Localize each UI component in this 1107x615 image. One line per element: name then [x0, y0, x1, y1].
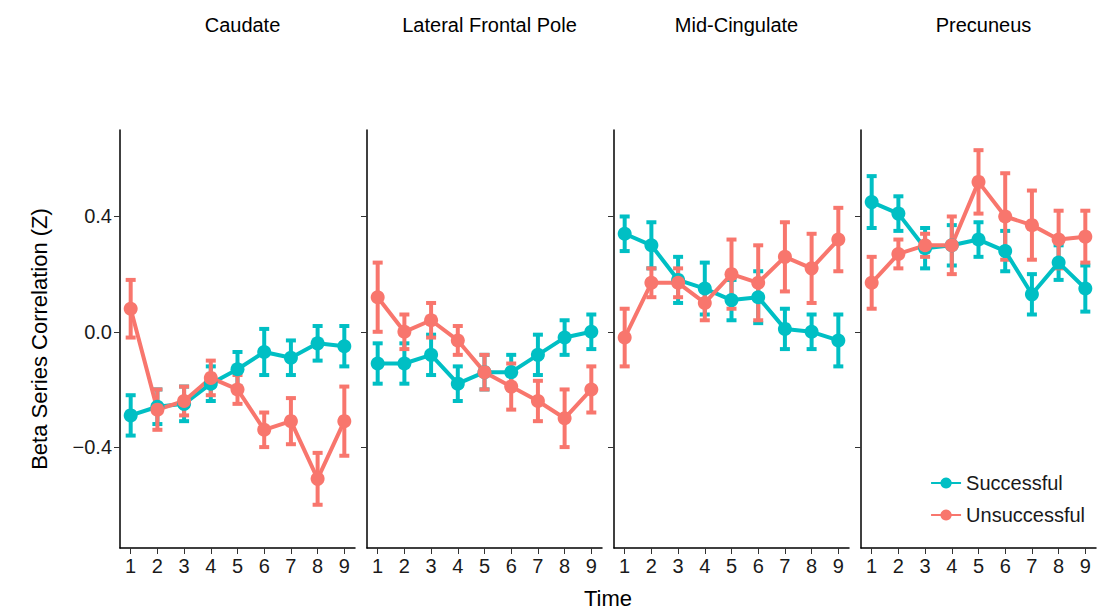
svg-text:6: 6 [506, 555, 517, 577]
svg-text:9: 9 [1080, 555, 1091, 577]
svg-text:5: 5 [973, 555, 984, 577]
svg-text:3: 3 [426, 555, 437, 577]
svg-text:3: 3 [673, 555, 684, 577]
svg-text:−0.4: −0.4 [73, 436, 112, 458]
svg-text:1: 1 [125, 555, 136, 577]
svg-text:0.0: 0.0 [84, 321, 112, 343]
svg-text:2: 2 [399, 555, 410, 577]
svg-text:9: 9 [833, 555, 844, 577]
svg-text:Caudate: Caudate [205, 14, 281, 36]
svg-text:3: 3 [179, 555, 190, 577]
svg-text:Beta Series Correlation (Z): Beta Series Correlation (Z) [27, 208, 52, 470]
svg-text:2: 2 [152, 555, 163, 577]
svg-text:7: 7 [1026, 555, 1037, 577]
svg-text:8: 8 [806, 555, 817, 577]
svg-text:Mid-Cingulate: Mid-Cingulate [675, 14, 798, 36]
svg-text:6: 6 [1000, 555, 1011, 577]
svg-text:8: 8 [1053, 555, 1064, 577]
svg-text:7: 7 [285, 555, 296, 577]
svg-text:8: 8 [559, 555, 570, 577]
svg-text:6: 6 [753, 555, 764, 577]
svg-text:2: 2 [646, 555, 657, 577]
svg-text:5: 5 [479, 555, 490, 577]
svg-text:0.4: 0.4 [84, 205, 112, 227]
svg-text:1: 1 [866, 555, 877, 577]
svg-text:4: 4 [452, 555, 463, 577]
svg-text:7: 7 [532, 555, 543, 577]
svg-text:Time: Time [584, 586, 632, 611]
svg-text:Lateral Frontal Pole: Lateral Frontal Pole [402, 14, 577, 36]
svg-text:9: 9 [586, 555, 597, 577]
svg-text:Unsuccessful: Unsuccessful [966, 504, 1085, 526]
svg-text:Precuneus: Precuneus [936, 14, 1032, 36]
svg-text:Successful: Successful [966, 472, 1063, 494]
svg-text:1: 1 [619, 555, 630, 577]
svg-text:5: 5 [726, 555, 737, 577]
svg-text:6: 6 [259, 555, 270, 577]
svg-text:8: 8 [312, 555, 323, 577]
svg-text:4: 4 [699, 555, 710, 577]
svg-text:5: 5 [232, 555, 243, 577]
svg-text:9: 9 [339, 555, 350, 577]
svg-text:4: 4 [946, 555, 957, 577]
svg-text:4: 4 [205, 555, 216, 577]
svg-text:1: 1 [372, 555, 383, 577]
svg-text:2: 2 [893, 555, 904, 577]
svg-text:7: 7 [779, 555, 790, 577]
svg-text:3: 3 [920, 555, 931, 577]
